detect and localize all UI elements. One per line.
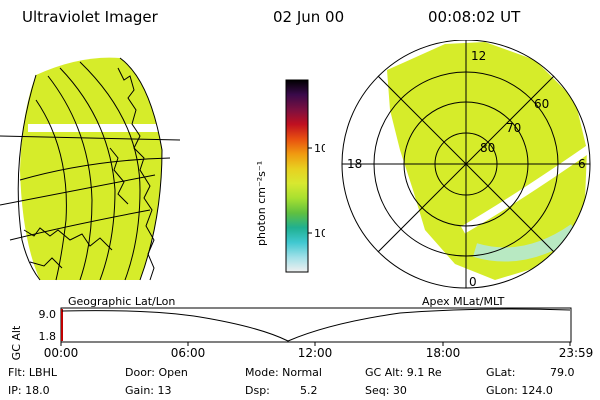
timeline-xtick-2359: 23:59	[559, 346, 594, 360]
apex-label: Apex MLat/MLT	[422, 295, 505, 308]
coastlines	[23, 67, 155, 281]
gain-readout: Gain: 13	[125, 384, 172, 397]
gc-altitude-readout: GC Alt: 9.1 Re	[365, 366, 442, 379]
timeline-axis-title: GC Alt	[10, 325, 23, 360]
mlt-label-right: 6	[578, 157, 586, 171]
mlt-label-top: 12	[471, 49, 486, 63]
timeline-xtick-1200: 12:00	[298, 346, 333, 360]
colorbar: photon cm⁻²s⁻¹ 100 10	[255, 79, 325, 273]
mlat-label-60: 60	[534, 97, 549, 111]
mode-readout: Mode: Normal	[245, 366, 322, 379]
header-date: 02 Jun 00	[273, 8, 345, 26]
door-readout: Door: Open	[125, 366, 188, 379]
colorbar-tick-100: 100	[314, 142, 325, 155]
geographic-map	[0, 57, 181, 281]
mlat-label-70: 70	[506, 121, 521, 135]
polar-grid	[341, 40, 591, 289]
timeline-ytick-top: 9.0	[39, 308, 57, 321]
timeline-frame	[60, 307, 572, 343]
timeline-xtick-0600: 06:00	[171, 346, 206, 360]
glat-value: 79.0	[550, 366, 575, 379]
geographic-label: Geographic Lat/Lon	[68, 295, 176, 308]
map-grid	[0, 57, 181, 281]
glat-label: GLat:	[486, 366, 516, 379]
no-data-band	[461, 144, 590, 234]
timeline-ytick-bottom: 1.8	[39, 330, 57, 343]
glon-readout: GLon: 124.0	[486, 384, 553, 397]
timeline-xtick-1800: 18:00	[426, 346, 461, 360]
timeline-plot: GC Alt 9.0 1.8 00:00 06:00 12:00 18:00 2…	[10, 307, 594, 360]
header-time: 00:08:02 UT	[428, 8, 521, 26]
image-fill	[387, 42, 587, 280]
filter-readout: Flt: LBHL	[8, 366, 57, 379]
no-data-band	[28, 124, 162, 132]
mlt-label-left: 18	[347, 157, 362, 171]
colorbar-tick-10: 10	[314, 227, 325, 240]
app-title: Ultraviolet Imager	[22, 8, 158, 26]
mlt-label-bottom: 0	[469, 275, 477, 289]
sequence-readout: Seq: 30	[365, 384, 407, 397]
timeline-xtick-0000: 00:00	[44, 346, 79, 360]
gc-altitude-curve	[61, 308, 571, 342]
colorbar-unit-label: photon cm⁻²s⁻¹	[255, 161, 268, 246]
mlat-label-80: 80	[480, 141, 495, 155]
ip-readout: IP: 18.0	[8, 384, 50, 397]
dsp-label: Dsp:	[245, 384, 270, 397]
polar-map: 12 18 6 0 80 70 60	[341, 40, 591, 289]
dsp-value: 5.2	[300, 384, 318, 397]
colorbar-scale	[285, 79, 309, 273]
